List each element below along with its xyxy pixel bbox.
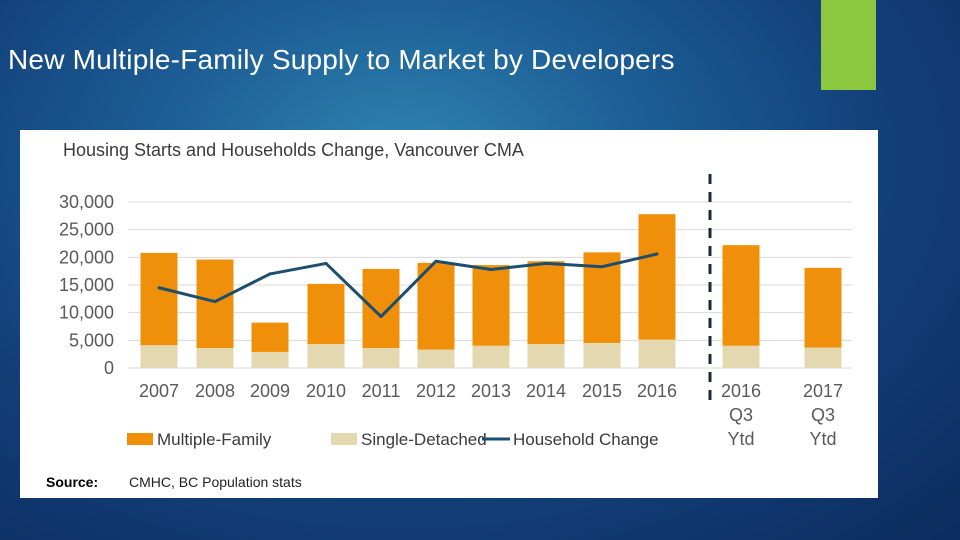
bar-multiple-family bbox=[638, 214, 676, 340]
household-change-point bbox=[379, 315, 383, 319]
bar-single-detached bbox=[140, 345, 178, 368]
y-tick-label: 15,000 bbox=[59, 275, 114, 295]
x-tick-label: 2017 Q3 Ytd bbox=[803, 381, 843, 449]
bar-multiple-family bbox=[140, 252, 178, 346]
household-change-line bbox=[158, 252, 658, 319]
bar-multiple-family bbox=[472, 265, 510, 346]
legend: Multiple-Family Single-Detached Household … bbox=[127, 430, 659, 449]
bar-single-detached bbox=[251, 351, 289, 368]
x-tick-label: 2011 bbox=[362, 381, 401, 401]
x-tick-label: 2016 bbox=[637, 381, 677, 401]
y-tick-label: 30,000 bbox=[59, 192, 114, 212]
household-change-point bbox=[213, 300, 217, 304]
bar-single-detached bbox=[638, 339, 676, 368]
bar-single-detached bbox=[417, 349, 455, 368]
y-tick-label: 25,000 bbox=[59, 220, 114, 240]
bar-multiple-family bbox=[196, 259, 234, 349]
bars-layer bbox=[140, 214, 842, 368]
x-tick-label: 2014 bbox=[526, 381, 566, 401]
bar-multiple-family bbox=[307, 283, 345, 345]
chart-panel: Housing Starts and Households Change, Va… bbox=[20, 130, 878, 498]
x-tick-label: 2012 bbox=[416, 381, 456, 401]
x-tick-label: 2008 bbox=[195, 381, 235, 401]
household-change-point bbox=[157, 286, 161, 290]
bar-single-detached bbox=[362, 348, 400, 368]
bar-single-detached bbox=[196, 348, 234, 368]
source-text: CMHC, BC Population stats bbox=[129, 474, 302, 490]
x-tick-label: 2009 bbox=[250, 381, 290, 401]
bar-single-detached bbox=[307, 344, 345, 368]
legend-swatch bbox=[331, 433, 357, 445]
x-tick-label: 2016 Q3 Ytd bbox=[721, 381, 761, 449]
household-change-point bbox=[600, 265, 604, 269]
accent-bar bbox=[821, 0, 876, 90]
legend-label: Multiple-Family bbox=[157, 430, 272, 449]
chart-title: Housing Starts and Households Change, Va… bbox=[63, 140, 524, 160]
bar-multiple-family bbox=[804, 267, 842, 348]
bar-multiple-family bbox=[527, 261, 565, 345]
y-tick-label: 10,000 bbox=[59, 303, 114, 323]
y-axis-ticks: 30,000 25,000 20,000 15,000 10,000 5,000 0 bbox=[59, 192, 114, 378]
household-change-point bbox=[544, 261, 548, 265]
household-change-point bbox=[655, 252, 659, 256]
bar-multiple-family bbox=[722, 245, 760, 346]
x-tick-label: 2015 bbox=[582, 381, 622, 401]
household-change-point bbox=[434, 259, 438, 263]
legend-label: Household Change bbox=[513, 430, 659, 449]
x-axis-ticks: 2007 2008 2009 2010 2011 2012 2013 2014 2015 2016… bbox=[139, 381, 843, 449]
y-tick-label: 0 bbox=[104, 358, 114, 378]
bar-multiple-family bbox=[362, 268, 400, 349]
x-tick-label: 2013 bbox=[471, 381, 511, 401]
household-change-point bbox=[324, 261, 328, 265]
chart-svg: Housing Starts and Households Change, Va… bbox=[46, 140, 852, 490]
bar-multiple-family bbox=[251, 322, 289, 352]
line-layer bbox=[157, 252, 659, 319]
bar-single-detached bbox=[472, 345, 510, 368]
bar-single-detached bbox=[804, 347, 842, 368]
x-tick-label: 2010 bbox=[306, 381, 346, 401]
x-tick-label: 2007 bbox=[139, 381, 179, 401]
bar-single-detached bbox=[527, 344, 565, 368]
household-change-point bbox=[268, 272, 272, 276]
y-tick-label: 5,000 bbox=[69, 330, 114, 350]
slide-title: New Multiple-Family Supply to Market by … bbox=[8, 44, 675, 75]
household-change-point bbox=[489, 268, 493, 272]
source-label: Source: bbox=[46, 474, 98, 490]
bar-single-detached bbox=[722, 345, 760, 368]
y-tick-label: 20,000 bbox=[59, 247, 114, 267]
legend-label: Single-Detached bbox=[361, 430, 487, 449]
bar-single-detached bbox=[583, 343, 621, 368]
legend-swatch bbox=[127, 433, 153, 445]
bar-multiple-family bbox=[417, 262, 455, 350]
